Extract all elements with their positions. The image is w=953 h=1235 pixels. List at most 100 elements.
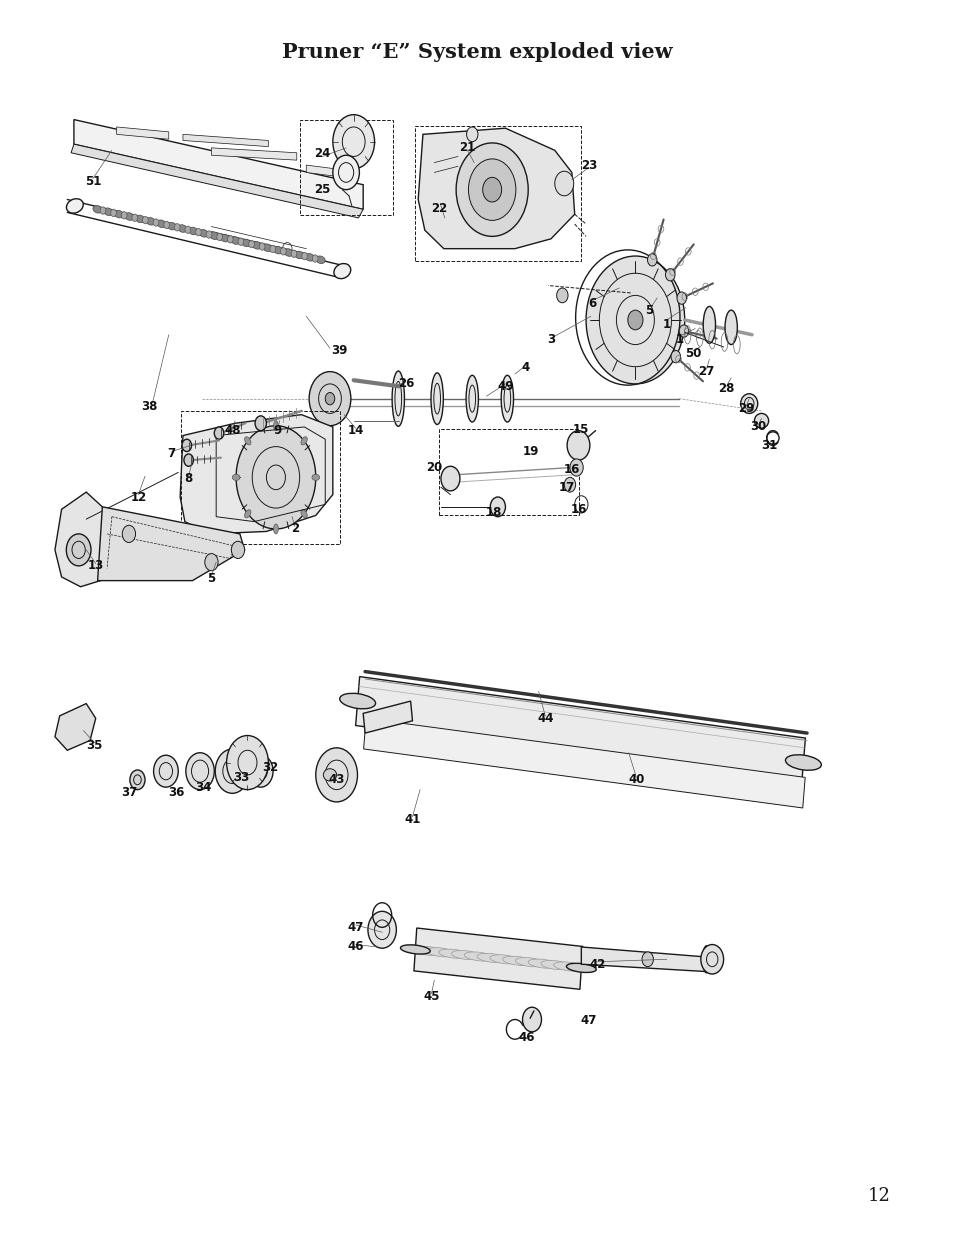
Circle shape xyxy=(205,553,218,571)
Ellipse shape xyxy=(413,946,442,956)
Ellipse shape xyxy=(231,237,240,245)
Circle shape xyxy=(248,755,273,787)
Polygon shape xyxy=(55,704,95,751)
Text: 45: 45 xyxy=(423,989,439,1003)
Text: 49: 49 xyxy=(497,380,513,393)
Text: 7: 7 xyxy=(168,447,175,461)
Text: 22: 22 xyxy=(431,201,447,215)
Circle shape xyxy=(249,241,254,248)
Text: 28: 28 xyxy=(718,383,734,395)
Ellipse shape xyxy=(566,963,596,972)
Circle shape xyxy=(142,216,148,224)
Circle shape xyxy=(280,248,286,254)
Circle shape xyxy=(679,325,688,337)
Ellipse shape xyxy=(104,207,112,216)
Circle shape xyxy=(100,206,106,214)
Circle shape xyxy=(566,431,589,461)
Text: 44: 44 xyxy=(537,711,553,725)
Circle shape xyxy=(670,351,679,363)
Ellipse shape xyxy=(431,373,443,425)
Text: 15: 15 xyxy=(573,422,589,436)
Text: 37: 37 xyxy=(121,785,137,799)
Text: 38: 38 xyxy=(141,400,158,412)
Ellipse shape xyxy=(323,768,336,781)
Circle shape xyxy=(647,253,657,266)
Text: 14: 14 xyxy=(347,424,363,437)
Polygon shape xyxy=(97,506,244,580)
Polygon shape xyxy=(212,148,296,161)
Circle shape xyxy=(440,467,459,490)
Circle shape xyxy=(153,219,159,226)
Text: 9: 9 xyxy=(274,424,282,437)
Text: 4: 4 xyxy=(520,362,529,374)
Text: 12: 12 xyxy=(131,490,147,504)
Ellipse shape xyxy=(114,210,124,217)
Text: Pruner “E” System exploded view: Pruner “E” System exploded view xyxy=(281,42,672,62)
Text: 24: 24 xyxy=(314,147,331,161)
Ellipse shape xyxy=(400,945,430,955)
Circle shape xyxy=(195,228,201,236)
Ellipse shape xyxy=(451,951,481,960)
Text: 6: 6 xyxy=(588,298,597,310)
Text: 23: 23 xyxy=(580,158,597,172)
Circle shape xyxy=(132,214,137,221)
Circle shape xyxy=(563,478,575,492)
Circle shape xyxy=(184,454,193,467)
Circle shape xyxy=(677,291,686,304)
Polygon shape xyxy=(73,120,363,209)
Ellipse shape xyxy=(740,394,757,414)
Ellipse shape xyxy=(244,437,251,445)
Circle shape xyxy=(238,238,244,246)
Text: 12: 12 xyxy=(867,1187,890,1205)
Ellipse shape xyxy=(426,947,456,957)
Circle shape xyxy=(368,911,395,948)
Circle shape xyxy=(111,209,116,216)
Ellipse shape xyxy=(315,256,325,263)
Ellipse shape xyxy=(244,510,251,517)
Text: 31: 31 xyxy=(760,438,777,452)
Text: 39: 39 xyxy=(331,345,347,357)
Text: 21: 21 xyxy=(459,141,476,154)
Circle shape xyxy=(182,440,192,452)
Polygon shape xyxy=(71,144,363,217)
Text: 32: 32 xyxy=(262,761,278,774)
Ellipse shape xyxy=(784,755,821,771)
Ellipse shape xyxy=(464,952,494,961)
Ellipse shape xyxy=(305,253,314,261)
Circle shape xyxy=(121,211,127,219)
Ellipse shape xyxy=(528,960,558,968)
Circle shape xyxy=(216,233,222,241)
Ellipse shape xyxy=(489,955,519,965)
Polygon shape xyxy=(414,927,582,989)
Text: 43: 43 xyxy=(328,773,344,787)
Circle shape xyxy=(227,736,268,789)
Circle shape xyxy=(309,372,351,426)
Circle shape xyxy=(490,496,505,516)
Ellipse shape xyxy=(67,199,83,214)
Circle shape xyxy=(333,156,359,190)
Text: 26: 26 xyxy=(397,378,414,390)
Ellipse shape xyxy=(294,251,304,258)
Circle shape xyxy=(569,459,582,477)
Text: 30: 30 xyxy=(750,420,766,433)
Ellipse shape xyxy=(566,963,596,972)
Circle shape xyxy=(232,541,244,558)
Ellipse shape xyxy=(502,956,532,966)
Text: 35: 35 xyxy=(87,739,103,752)
Text: 16: 16 xyxy=(570,503,586,516)
Ellipse shape xyxy=(339,693,375,709)
Ellipse shape xyxy=(754,414,768,429)
Text: 5: 5 xyxy=(645,304,653,316)
Circle shape xyxy=(627,310,642,330)
Text: 5: 5 xyxy=(207,572,215,584)
Ellipse shape xyxy=(400,945,430,955)
Circle shape xyxy=(130,769,145,789)
Ellipse shape xyxy=(92,205,102,214)
Circle shape xyxy=(206,231,212,238)
Text: 46: 46 xyxy=(517,1031,534,1045)
Circle shape xyxy=(333,115,375,169)
Text: 34: 34 xyxy=(195,781,212,794)
Polygon shape xyxy=(417,128,574,248)
Ellipse shape xyxy=(334,263,351,279)
Ellipse shape xyxy=(177,225,187,232)
